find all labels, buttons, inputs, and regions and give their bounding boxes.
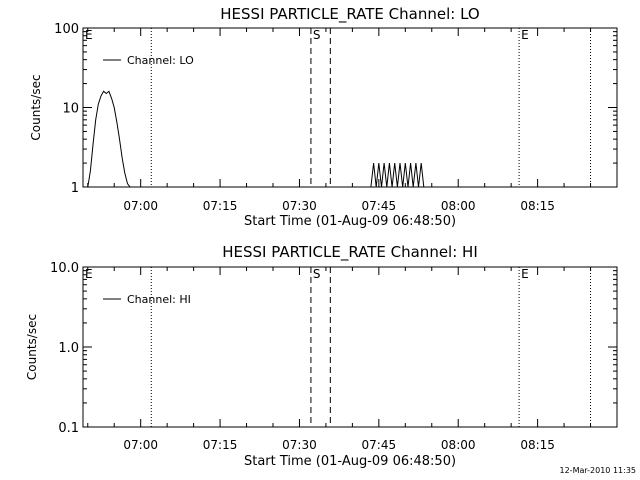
event-marker-label: E [521,28,529,42]
legend-label: Channel: HI [127,293,191,306]
x-tick-label: 07:00 [123,438,158,452]
x-tick-label: 08:00 [441,199,476,213]
x-tick-label: 08:15 [520,199,555,213]
y-tick-label: 1.0 [58,341,79,356]
event-marker-label: E [85,267,93,281]
y-tick-label: 0.1 [58,421,79,436]
chart-panel-1: HESSI PARTICLE_RATE Channel: LO Start Tim… [29,5,618,229]
chart-title: HESSI PARTICLE_RATE Channel: LO [220,5,479,24]
y-axis-label: Counts/sec [29,74,43,140]
chart-title: HESSI PARTICLE_RATE Channel: HI [222,243,478,262]
y-tick-label: 100 [54,22,79,37]
y-tick-label: 10.0 [50,261,79,276]
event-marker-label: E [521,267,529,281]
event-marker-label: S [313,267,321,281]
y-axis-label: Counts/sec [25,314,39,380]
y-tick-label: 10 [62,102,79,117]
plot-timestamp: 12-Mar-2010 11:35 [559,466,637,475]
plot-frame [82,266,618,428]
x-tick-label: 07:30 [282,438,317,452]
chart-panel-2: HESSI PARTICLE_RATE Channel: HI Start Tim… [25,243,618,469]
series-line [87,90,136,187]
event-marker-label: E [85,28,93,42]
x-tick-label: 08:15 [520,438,555,452]
legend-label: Channel: LO [127,54,194,67]
plot-frame [82,27,618,188]
x-tick-label: 07:30 [282,199,317,213]
x-tick-label: 07:00 [123,199,158,213]
x-axis-label: Start Time (01-Aug-09 06:48:50) [244,214,456,229]
x-tick-label: 07:15 [203,438,238,452]
event-marker-label: S [313,28,321,42]
x-tick-label: 08:00 [441,438,476,452]
y-tick-label: 1 [71,181,79,196]
x-tick-label: 07:45 [362,199,397,213]
x-axis-label: Start Time (01-Aug-09 06:48:50) [244,454,456,469]
series-line [370,163,427,187]
x-tick-label: 07:45 [362,438,397,452]
x-tick-label: 07:15 [203,199,238,213]
